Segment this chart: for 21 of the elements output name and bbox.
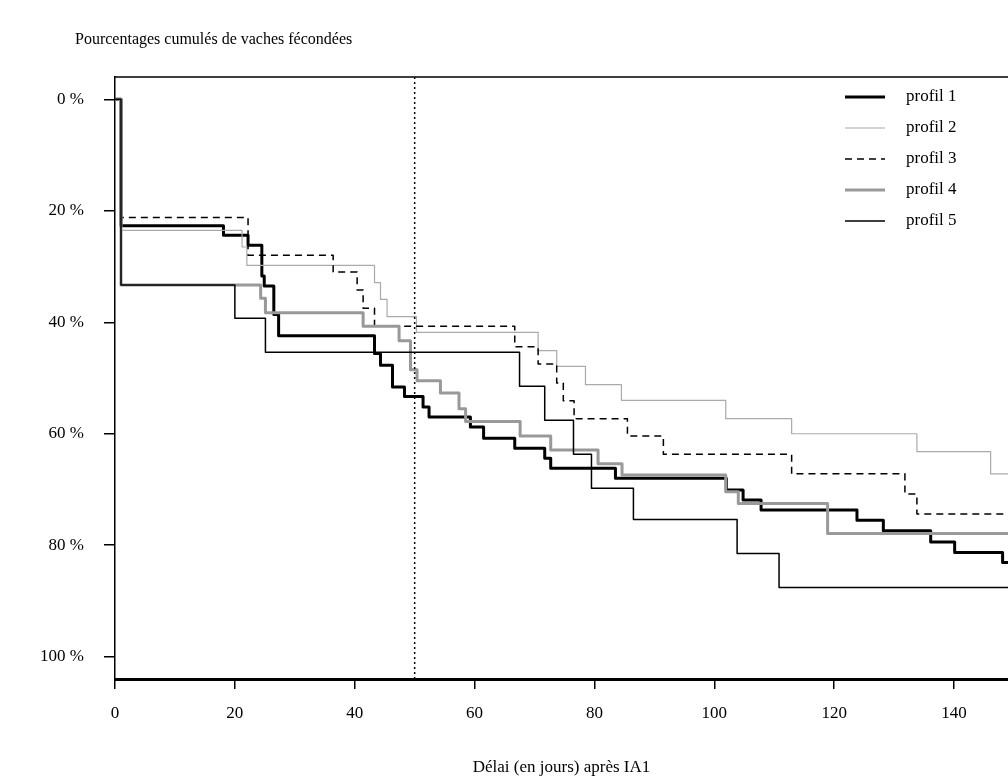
x-tick-label: 80	[585, 702, 603, 722]
y-axis-title: Pourcentages cumulés de vaches fécondées	[75, 30, 353, 49]
legend-label: profil 3	[906, 148, 957, 168]
legend-label: profil 4	[906, 179, 958, 199]
y-tick-label: 40 %	[48, 311, 84, 331]
x-tick-label: 60	[466, 702, 484, 722]
legend-label: profil 5	[906, 210, 957, 230]
x-tick-label: 40	[346, 702, 364, 722]
x-tick-label: 20	[226, 702, 244, 722]
legend-label: profil 1	[906, 86, 957, 106]
x-tick-label: 120	[821, 702, 847, 722]
y-tick-label: 0 %	[57, 88, 84, 108]
x-axis-title: Délai (en jours) après IA1	[472, 757, 651, 777]
y-tick-label: 100 %	[40, 646, 84, 666]
x-tick-label: 140	[941, 702, 967, 722]
x-tick-label: 0	[110, 702, 120, 722]
y-tick-label: 80 %	[48, 534, 84, 554]
y-tick-label: 60 %	[48, 423, 84, 443]
y-tick-label: 20 %	[48, 200, 84, 220]
x-tick-label: 100	[701, 702, 728, 722]
legend-label: profil 2	[906, 117, 957, 137]
